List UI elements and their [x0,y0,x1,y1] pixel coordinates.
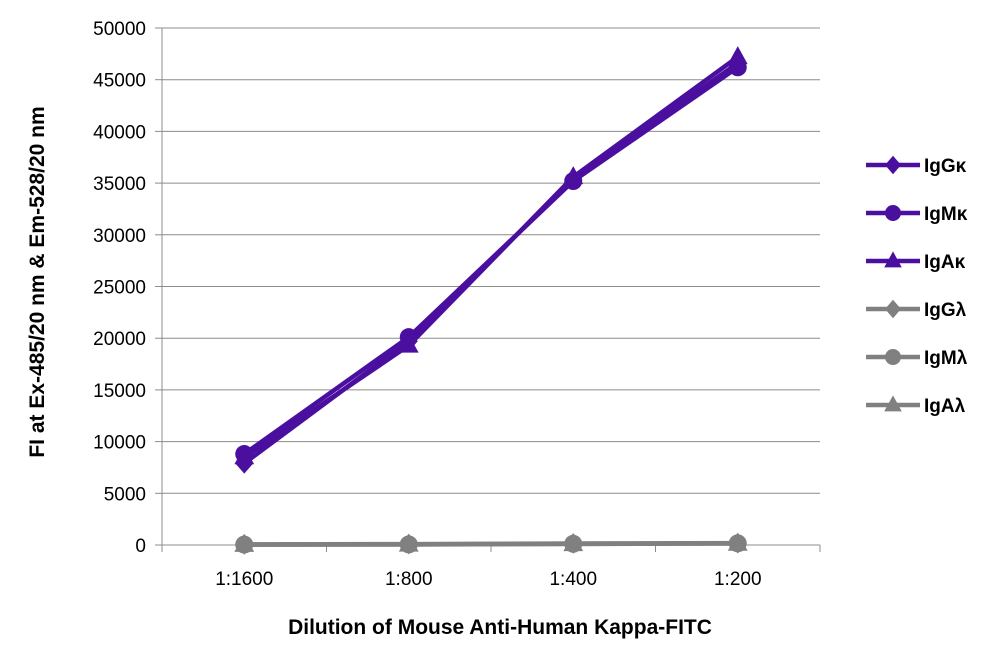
data-point [727,46,748,65]
legend-item: IgAλ [866,395,966,417]
data-point [234,446,255,465]
data-point [234,533,255,552]
legend-marker [885,155,901,175]
y-tick-label: 40000 [93,122,146,143]
y-tick-label: 5000 [104,484,146,505]
legend-item: IgGλ [866,299,967,321]
x-axis-title: Dilution of Mouse Anti-Human Kappa-FITC [288,616,712,639]
x-tick-label: 1:200 [714,569,762,590]
y-tick-label: 25000 [93,278,146,299]
data-point [727,532,748,551]
x-tick-label: 1:1600 [215,569,273,590]
legend-marker [884,251,902,268]
legend-label: IgMκ [924,204,968,225]
series-6 [234,532,748,552]
y-tick-label: 35000 [93,174,146,195]
x-tick-labels: 1:1600 1:800 1:400 1:200 [215,569,761,590]
axes [155,27,821,552]
legend-label: IgAλ [924,396,966,417]
legend-item: IgMκ [866,204,968,225]
series-line [242,55,740,459]
legend-label: IgMλ [924,348,968,369]
legend-item: IgMλ [866,348,968,369]
legend-marker [884,395,902,412]
data-point [398,533,419,552]
x-tick-label: 1:800 [385,569,433,590]
legend-marker [885,349,901,365]
y-tick-labels: 0 5000 10000 15000 20000 25000 30000 35000 40000… [93,19,146,557]
series-3 [234,46,748,465]
y-tick-label: 50000 [93,19,146,40]
y-tick-label: 45000 [93,71,146,92]
data-point [563,533,584,552]
legend-label: IgGλ [924,300,967,321]
series-lines [234,46,748,555]
legend-marker [885,299,901,319]
legend-item: IgGκ [866,155,967,177]
y-tick-label: 0 [135,536,146,557]
data-point [563,166,584,185]
legend: IgGκ IgMκ IgAκ IgGλ IgMλ IgAλ [866,155,968,417]
y-tick-label: 15000 [93,381,146,402]
data-point [398,334,419,353]
legend-marker [885,205,901,221]
legend-label: IgGκ [924,156,967,177]
y-axis-title: FI at Ex-485/20 nm & Em-528/20 nm [26,106,49,457]
y-tick-label: 30000 [93,226,146,247]
legend-item: IgAκ [866,251,966,273]
y-tick-label: 10000 [93,433,146,454]
series-line [244,541,738,547]
x-tick-label: 1:400 [549,569,597,590]
y-tick-label: 20000 [93,329,146,350]
legend-label: IgAκ [924,252,966,273]
